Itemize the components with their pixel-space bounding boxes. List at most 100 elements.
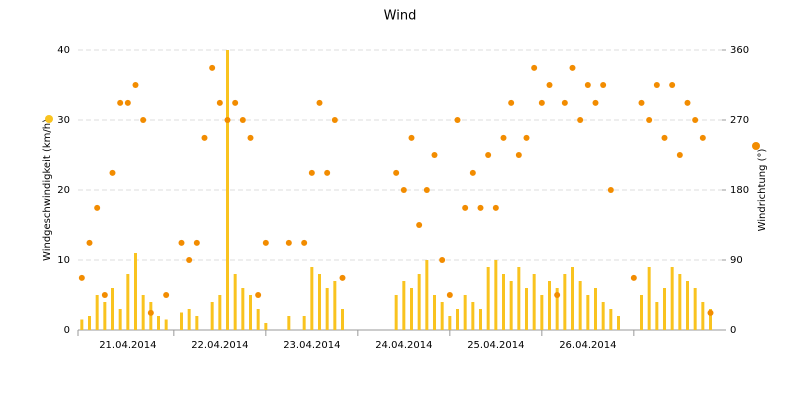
- bar: [80, 319, 84, 330]
- point: [569, 64, 576, 71]
- bar: [256, 309, 260, 330]
- point: [707, 309, 714, 316]
- bar: [479, 309, 482, 330]
- bar: [264, 323, 268, 330]
- bar: [433, 295, 436, 330]
- point: [630, 274, 637, 281]
- point: [147, 309, 154, 316]
- bar: [157, 316, 160, 330]
- bar: [318, 274, 321, 330]
- bar: [647, 267, 651, 330]
- point: [124, 99, 131, 106]
- bar: [517, 267, 521, 330]
- bar: [693, 288, 697, 330]
- bar: [502, 274, 505, 330]
- point: [132, 82, 139, 88]
- point: [500, 134, 507, 141]
- bar: [509, 281, 513, 330]
- bar: [463, 295, 467, 330]
- bar: [134, 253, 137, 330]
- bar: [578, 281, 582, 330]
- y2-tick-label: 180: [730, 185, 749, 196]
- x-tick-label: 25.04.2014: [467, 340, 524, 351]
- point: [469, 169, 476, 176]
- bar: [686, 281, 689, 330]
- y-tick-label: 20: [57, 185, 70, 196]
- bar: [394, 295, 398, 330]
- point: [331, 117, 338, 123]
- point: [446, 292, 453, 298]
- point: [492, 204, 499, 211]
- point: [485, 152, 492, 158]
- bar: [95, 295, 99, 330]
- bar: [333, 281, 337, 330]
- y2-tick-label: 90: [730, 255, 743, 266]
- point: [699, 134, 706, 141]
- point: [285, 239, 292, 246]
- point: [646, 117, 653, 123]
- bar: [486, 267, 490, 330]
- bar: [563, 274, 567, 330]
- y2-axis-title: Windrichtung (°): [757, 149, 768, 232]
- point: [584, 82, 591, 88]
- point: [577, 117, 584, 123]
- bar: [341, 309, 344, 330]
- bar: [678, 274, 682, 330]
- point: [600, 82, 607, 88]
- legend-marker: [752, 142, 760, 150]
- x-tick-label: 23.04.2014: [283, 340, 340, 351]
- bar: [180, 312, 183, 330]
- bar: [410, 288, 413, 330]
- point: [546, 82, 553, 88]
- point: [400, 187, 407, 193]
- bar: [141, 295, 145, 330]
- point: [247, 134, 254, 141]
- bar: [88, 316, 91, 330]
- bar: [302, 316, 306, 330]
- point: [393, 169, 400, 176]
- bar: [532, 274, 536, 330]
- bar: [663, 288, 666, 330]
- bar: [670, 267, 674, 330]
- point: [201, 134, 208, 141]
- y2-tick-label: 0: [730, 325, 736, 336]
- bar: [417, 274, 421, 330]
- bar: [494, 260, 498, 330]
- x-tick-label: 21.04.2014: [99, 340, 156, 351]
- x-tick-label: 26.04.2014: [559, 340, 616, 351]
- bar: [402, 281, 406, 330]
- bar: [571, 267, 574, 330]
- point: [638, 99, 645, 106]
- point: [209, 64, 216, 71]
- point: [684, 99, 691, 106]
- point: [232, 99, 239, 106]
- y2-tick-label: 360: [730, 45, 749, 56]
- bar: [310, 267, 314, 330]
- point: [423, 187, 430, 193]
- bar: [103, 302, 107, 330]
- bar: [111, 288, 114, 330]
- bar: [195, 316, 199, 330]
- bar: [709, 309, 712, 330]
- bar: [233, 274, 237, 330]
- bar: [655, 302, 659, 330]
- bar: [448, 316, 452, 330]
- bar: [555, 288, 559, 330]
- bar: [210, 302, 214, 330]
- bar: [471, 302, 475, 330]
- bar: [548, 281, 551, 330]
- x-tick-label: 24.04.2014: [375, 340, 432, 351]
- point: [186, 257, 193, 263]
- x-tick-label: 22.04.2014: [191, 340, 248, 351]
- point: [431, 152, 438, 158]
- point: [531, 64, 538, 71]
- point: [262, 239, 269, 246]
- bar: [218, 295, 222, 330]
- bar: [586, 295, 590, 330]
- point: [416, 222, 423, 228]
- point: [515, 152, 522, 158]
- point: [653, 82, 660, 88]
- point: [523, 134, 530, 141]
- point: [316, 99, 323, 106]
- bar: [617, 316, 620, 330]
